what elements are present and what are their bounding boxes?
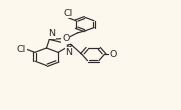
Text: Cl: Cl xyxy=(17,45,26,54)
Text: N: N xyxy=(66,48,73,57)
Text: O: O xyxy=(62,34,70,43)
Text: O: O xyxy=(110,50,117,59)
Text: N: N xyxy=(48,29,55,38)
Text: Cl: Cl xyxy=(64,9,73,18)
